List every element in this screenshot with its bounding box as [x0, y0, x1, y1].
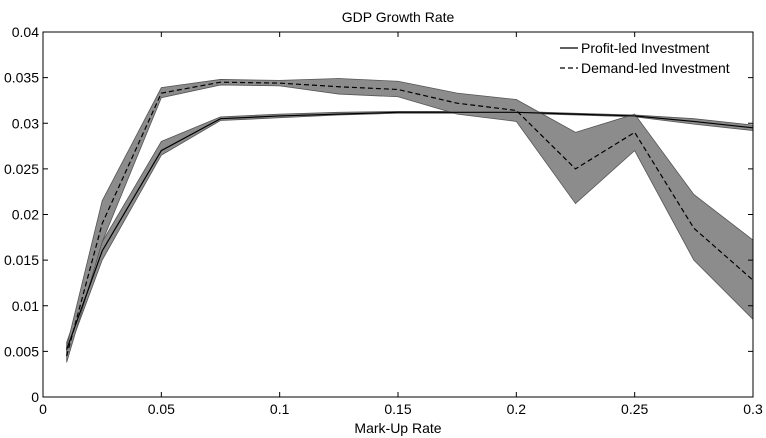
- y-tick-label: 0.03: [12, 115, 39, 131]
- x-tick-label: 0.2: [507, 401, 527, 417]
- band-demand-led: [66, 78, 754, 363]
- y-tick-label: 0.005: [4, 343, 39, 359]
- y-axis-ticks: 0 0.005 0.01 0.015 0.02 0.025 0.03 0.035 0.04: [4, 24, 753, 405]
- x-tick-label: 0.15: [384, 401, 411, 417]
- y-tick-label: 0.035: [4, 70, 39, 86]
- y-tick-label: 0.02: [12, 207, 39, 223]
- series-line-profit-led: [66, 111, 754, 350]
- series-line-demand-led: [66, 81, 754, 357]
- y-tick-label: 0: [31, 389, 39, 405]
- chart-title: GDP Growth Rate: [342, 9, 455, 25]
- y-tick-label: 0.01: [12, 298, 39, 314]
- x-tick-label: 0.3: [743, 401, 763, 417]
- y-tick-label: 0.015: [4, 252, 39, 268]
- x-axis-label: Mark-Up Rate: [354, 420, 441, 436]
- x-tick-label: 0: [39, 401, 47, 417]
- x-axis-ticks: 0 0.05 0.1 0.15 0.2 0.25 0.3: [39, 32, 763, 417]
- x-tick-label: 0.05: [148, 401, 175, 417]
- legend-label-demand-led: Demand-led Investment: [581, 60, 730, 76]
- y-tick-label: 0.04: [12, 24, 39, 40]
- legend-label-profit-led: Profit-led Investment: [581, 40, 709, 56]
- series-lines: [66, 81, 754, 357]
- x-tick-label: 0.1: [270, 401, 290, 417]
- y-tick-label: 0.025: [4, 161, 39, 177]
- confidence-bands: [66, 78, 754, 363]
- legend: Profit-led Investment Demand-led Investm…: [560, 40, 730, 76]
- x-tick-label: 0.25: [621, 401, 648, 417]
